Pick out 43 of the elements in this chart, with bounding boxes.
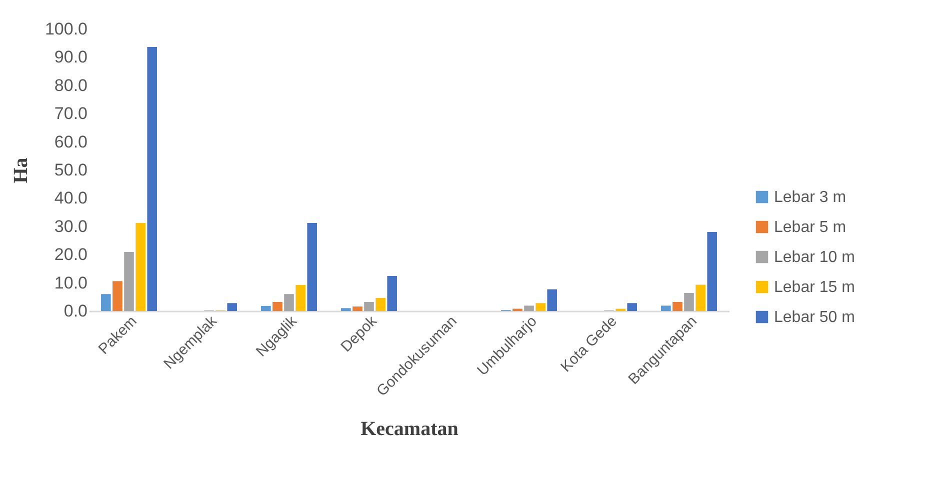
bar xyxy=(376,298,386,311)
bar xyxy=(627,303,637,311)
bar xyxy=(707,232,717,311)
y-tick-label: 70.0 xyxy=(54,104,88,124)
bar xyxy=(387,276,397,311)
y-tick-label: 90.0 xyxy=(54,48,88,67)
y-tick-label: 10.0 xyxy=(54,273,88,292)
bar xyxy=(124,252,134,311)
bar xyxy=(352,306,362,311)
bar xyxy=(547,289,557,311)
legend-label: Lebar 3 m xyxy=(774,189,846,206)
y-tick-label: 100.0 xyxy=(44,20,88,38)
y-tick-label: 60.0 xyxy=(54,132,88,152)
bar xyxy=(227,303,237,311)
bar xyxy=(672,302,682,311)
bar xyxy=(661,306,671,311)
bar xyxy=(307,223,317,311)
y-tick-label: 50.0 xyxy=(54,160,88,180)
bar xyxy=(136,223,146,311)
bar xyxy=(101,294,111,311)
y-tick-label: 30.0 xyxy=(54,216,88,236)
y-tick-label: 20.0 xyxy=(54,245,88,264)
bar xyxy=(272,302,282,311)
y-tick-label: 80.0 xyxy=(54,76,88,95)
bar xyxy=(296,285,306,311)
bar xyxy=(341,308,351,311)
legend-label: Lebar 15 m xyxy=(774,279,855,296)
legend-label: Lebar 10 m xyxy=(774,249,855,266)
bar xyxy=(524,306,534,311)
bar xyxy=(364,302,374,311)
bar xyxy=(684,292,694,311)
legend-label: Lebar 50 m xyxy=(774,309,855,326)
bar xyxy=(261,306,271,311)
bar xyxy=(696,284,706,311)
legend-label: Lebar 5 m xyxy=(774,219,846,236)
bar xyxy=(284,294,294,311)
y-axis-title: Ha xyxy=(10,158,32,184)
x-axis-title: Kecamatan xyxy=(360,418,458,440)
y-tick-label: 40.0 xyxy=(54,188,88,208)
bar xyxy=(147,47,157,311)
bar xyxy=(536,303,546,311)
y-tick-label: 0.0 xyxy=(64,302,88,320)
bar xyxy=(112,281,122,311)
